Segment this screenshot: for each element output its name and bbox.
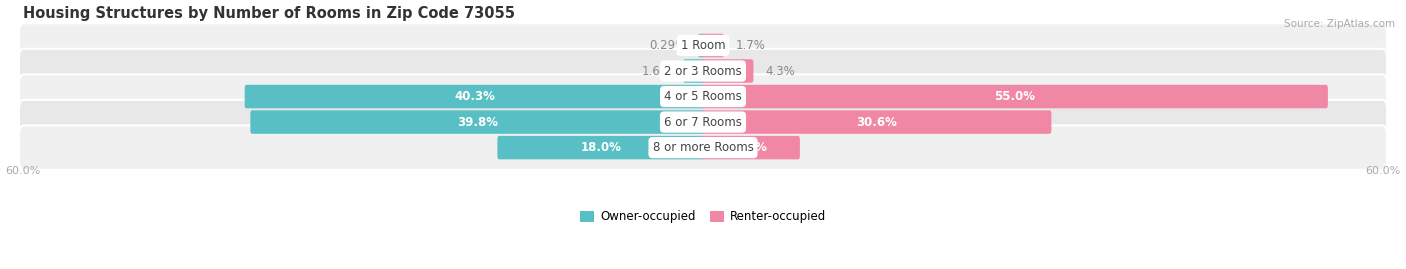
FancyBboxPatch shape xyxy=(702,59,754,83)
FancyBboxPatch shape xyxy=(20,49,1386,93)
FancyBboxPatch shape xyxy=(683,59,704,83)
Text: Housing Structures by Number of Rooms in Zip Code 73055: Housing Structures by Number of Rooms in… xyxy=(22,6,515,20)
Text: Source: ZipAtlas.com: Source: ZipAtlas.com xyxy=(1284,19,1395,29)
Text: 4 or 5 Rooms: 4 or 5 Rooms xyxy=(664,90,742,103)
Text: 30.6%: 30.6% xyxy=(856,116,897,129)
FancyBboxPatch shape xyxy=(702,110,1052,134)
FancyBboxPatch shape xyxy=(702,85,1327,108)
FancyBboxPatch shape xyxy=(702,34,724,57)
Text: 39.8%: 39.8% xyxy=(457,116,498,129)
FancyBboxPatch shape xyxy=(702,136,800,159)
FancyBboxPatch shape xyxy=(245,85,704,108)
FancyBboxPatch shape xyxy=(250,110,704,134)
Text: 18.0%: 18.0% xyxy=(581,141,621,154)
Text: 40.3%: 40.3% xyxy=(454,90,495,103)
Text: 2 or 3 Rooms: 2 or 3 Rooms xyxy=(664,65,742,77)
Text: 1.6%: 1.6% xyxy=(641,65,671,77)
FancyBboxPatch shape xyxy=(697,34,704,57)
Text: 6 or 7 Rooms: 6 or 7 Rooms xyxy=(664,116,742,129)
Text: 1 Room: 1 Room xyxy=(681,39,725,52)
Text: 55.0%: 55.0% xyxy=(994,90,1035,103)
FancyBboxPatch shape xyxy=(20,74,1386,119)
FancyBboxPatch shape xyxy=(498,136,704,159)
FancyBboxPatch shape xyxy=(20,23,1386,68)
Text: 8.4%: 8.4% xyxy=(734,141,768,154)
Text: 8 or more Rooms: 8 or more Rooms xyxy=(652,141,754,154)
FancyBboxPatch shape xyxy=(20,100,1386,144)
Text: 0.29%: 0.29% xyxy=(648,39,686,52)
FancyBboxPatch shape xyxy=(20,125,1386,170)
Text: 4.3%: 4.3% xyxy=(765,65,794,77)
Legend: Owner-occupied, Renter-occupied: Owner-occupied, Renter-occupied xyxy=(579,210,827,224)
Text: 1.7%: 1.7% xyxy=(735,39,766,52)
